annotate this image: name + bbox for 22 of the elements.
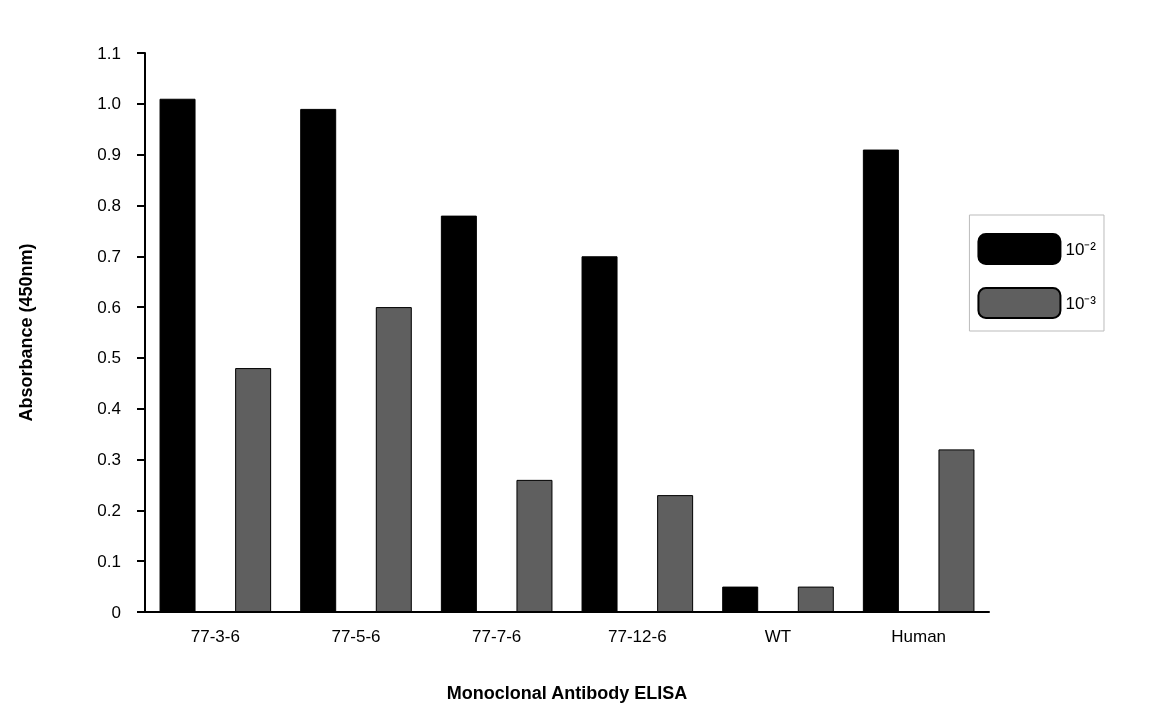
y-tick-label: 0.4 (97, 399, 121, 419)
x-tick-label: 77-7-6 (472, 627, 522, 646)
y-tick-label: 0.1 (97, 551, 121, 571)
y-tick-label: 1.0 (97, 94, 121, 114)
x-tick-label: 77-3-6 (190, 627, 240, 646)
x-axis-title: Monoclonal Antibody ELISA (446, 683, 688, 703)
y-tick-label: 0 (111, 602, 121, 622)
y-tick-label: 0.7 (97, 246, 121, 266)
x-tick-label: 77-12-6 (608, 627, 667, 646)
y-tick-label: 1.1 (97, 43, 121, 63)
y-axis-title: Absorbance (450nm) (16, 243, 36, 422)
y-tick-label: 0.8 (97, 195, 121, 215)
legend-label: 10⁻³ (1065, 293, 1097, 313)
x-tick-label: WT (764, 627, 792, 646)
y-tick-label: 0.6 (97, 297, 121, 317)
legend-label: 10⁻² (1065, 239, 1097, 259)
x-tick-label: 77-5-6 (331, 627, 381, 646)
x-tick-label: Human (891, 627, 947, 646)
y-tick-label: 0.2 (97, 500, 121, 520)
y-tick-label: 0.3 (97, 450, 121, 470)
y-tick-label: 0.5 (97, 348, 121, 368)
y-tick-label: 0.9 (97, 145, 121, 165)
